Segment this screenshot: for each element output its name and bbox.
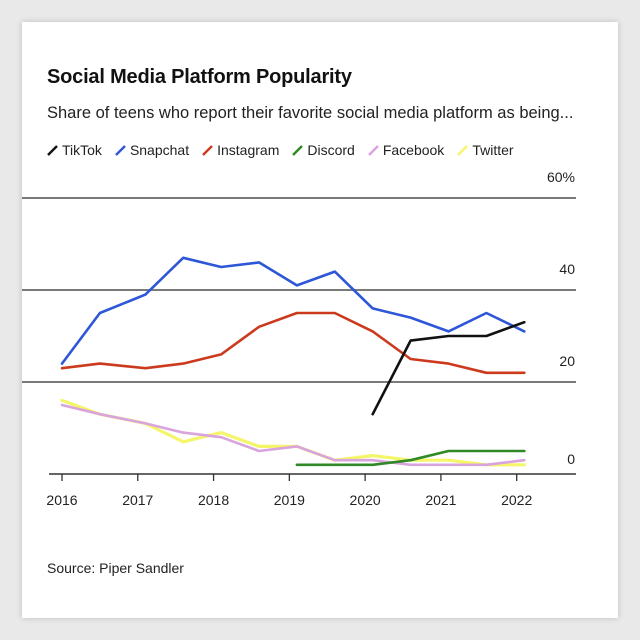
- legend-item-discord: Discord: [291, 142, 355, 158]
- legend-swatch-snapchat: [115, 144, 126, 156]
- legend-label-discord: Discord: [307, 142, 355, 158]
- x-tick-label-2021: 2021: [425, 492, 456, 508]
- legend-swatch-twitter: [457, 144, 469, 156]
- x-tick-label-2022: 2022: [501, 492, 532, 508]
- chart-title: Social Media Platform Popularity: [47, 66, 352, 88]
- y-tick-label-60: 60%: [547, 169, 575, 185]
- series-line-snapchat: [60, 256, 526, 365]
- chart-subtitle: Share of teens who report their favorite…: [47, 104, 574, 122]
- chart-source: Source: Piper Sandler: [47, 560, 184, 576]
- legend-swatch-instagram: [202, 144, 213, 156]
- legend-label-instagram: Instagram: [217, 142, 280, 158]
- chart-legend: TikTok Snapchat Instagram Discord Facebook Tw…: [46, 142, 514, 158]
- x-tick-label-2020: 2020: [350, 492, 381, 508]
- legend-label-tiktok: TikTok: [62, 142, 102, 158]
- legend-item-tiktok: TikTok: [46, 142, 102, 158]
- legend-label-snapchat: Snapchat: [129, 142, 190, 158]
- line-chart: 0 20 40 60% 2016 2017 2018 2019 2020 2021 2022: [22, 169, 576, 508]
- x-tick-label-2019: 2019: [274, 492, 305, 508]
- x-tick-label-2016: 2016: [46, 492, 77, 508]
- x-tick-label-2018: 2018: [198, 492, 229, 508]
- series-line-tiktok: [371, 320, 526, 416]
- y-tick-label-40: 40: [559, 261, 575, 277]
- legend-item-snapchat: Snapchat: [114, 142, 189, 158]
- legend-swatch-discord: [292, 144, 304, 156]
- legend-swatch-facebook: [367, 144, 379, 156]
- series-line-twitter: [60, 398, 526, 467]
- chart-card: Social Media Platform Popularity Share o…: [22, 22, 618, 618]
- legend-item-facebook: Facebook: [367, 142, 444, 158]
- legend-label-twitter: Twitter: [472, 142, 514, 158]
- series-line-instagram: [60, 311, 526, 375]
- y-tick-label-20: 20: [559, 353, 575, 369]
- series-line-discord: [295, 449, 526, 467]
- legend-label-facebook: Facebook: [382, 142, 445, 158]
- legend-item-instagram: Instagram: [201, 142, 279, 158]
- x-tick-label-2017: 2017: [122, 492, 153, 508]
- legend-item-twitter: Twitter: [456, 142, 514, 158]
- series-line-facebook: [60, 403, 526, 467]
- y-tick-label-0: 0: [567, 451, 575, 467]
- legend-swatch-tiktok: [47, 144, 58, 156]
